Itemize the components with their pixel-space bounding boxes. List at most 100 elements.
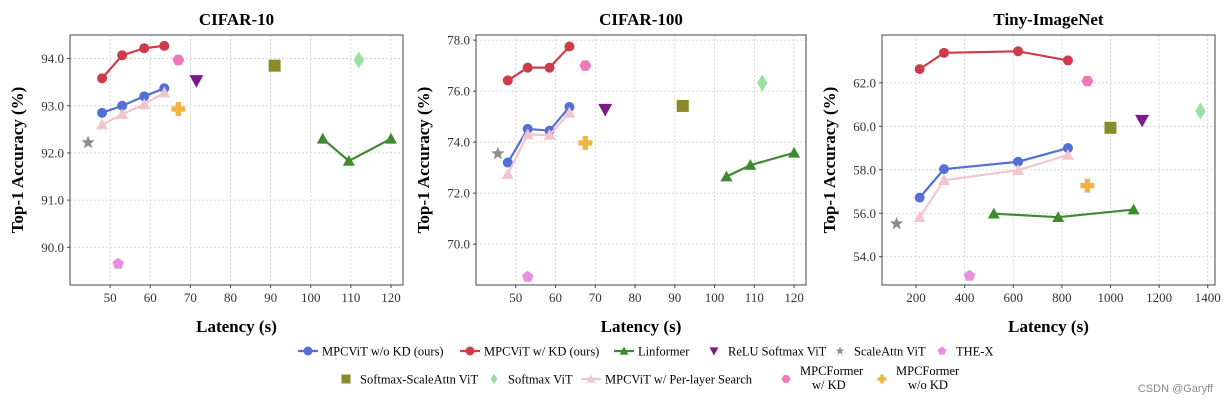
data-point [914, 192, 925, 203]
x-tick-label: 50 [509, 290, 522, 305]
data-point [353, 51, 365, 69]
x-tick-label: 50 [104, 290, 117, 305]
data-point [159, 40, 170, 51]
data-point [788, 146, 801, 158]
data-point [97, 107, 108, 118]
series-thex [112, 257, 124, 269]
watermark-text: CSDN @Garyff [1138, 383, 1214, 395]
series-w-kd [97, 40, 170, 84]
data-point [913, 211, 926, 222]
legend-marker [709, 347, 719, 356]
data-point [112, 257, 124, 269]
plot-frame [881, 34, 1216, 286]
series-line [506, 112, 571, 175]
x-axis-label: Latency (s) [1008, 317, 1089, 336]
data-point [937, 174, 950, 186]
legend-item-scaleattn: ScaleAttn ViT [835, 345, 926, 359]
legend-label: MPCViT w/ KD (ours) [484, 345, 599, 359]
data-point [914, 64, 925, 75]
data-point [138, 98, 151, 110]
data-point [579, 60, 592, 71]
data-point [1062, 55, 1073, 66]
y-tick-label: 74.0 [447, 135, 470, 150]
data-point [1135, 114, 1150, 128]
series-softmax-scaleattn [268, 59, 281, 72]
series-mpcformer-kd [579, 60, 592, 71]
data-point [938, 164, 949, 175]
x-tick-label: 100 [301, 290, 321, 305]
panel-title: CIFAR-10 [199, 10, 274, 29]
series-w-kd [914, 46, 1073, 75]
data-point [1104, 121, 1117, 134]
y-tick-label: 91.0 [41, 193, 64, 208]
x-tick-label: 120 [784, 290, 804, 305]
data-point [987, 207, 1000, 219]
legend-marker [835, 346, 845, 355]
data-point [963, 269, 976, 281]
data-point [938, 47, 949, 58]
data-point [521, 270, 534, 282]
series-relu [1135, 114, 1150, 128]
series-relu [598, 103, 613, 117]
series-line [101, 91, 165, 126]
series-thex [963, 269, 976, 281]
data-point [720, 170, 733, 182]
series-perlayer [501, 106, 576, 179]
panel-title: CIFAR-100 [599, 10, 683, 29]
legend-label: MPCViT w/o KD (ours) [322, 345, 444, 359]
x-tick-label: 60 [549, 290, 562, 305]
data-point [158, 86, 171, 98]
x-tick-label: 70 [184, 290, 197, 305]
data-point [189, 75, 204, 88]
legend-label: MPCViT w/ Per-layer Search [605, 373, 753, 387]
y-tick-label: 72.0 [447, 186, 470, 201]
data-point [578, 135, 593, 150]
series-wo-kd [97, 83, 170, 118]
legend-marker [619, 346, 629, 355]
legend-marker [465, 346, 475, 356]
data-point [564, 41, 575, 52]
data-point [1127, 203, 1140, 215]
data-point [97, 73, 108, 84]
legend-item-wo-kd: MPCViT w/o KD (ours) [298, 345, 444, 359]
x-tick-label: 100 [705, 290, 725, 305]
plot-frame [69, 34, 404, 286]
x-tick-label: 120 [381, 290, 401, 305]
series-line [506, 106, 571, 164]
legend-item-softmax-scaleattn: Softmax-ScaleAttn ViT [341, 373, 478, 387]
series-line [101, 44, 165, 80]
y-tick-label: 76.0 [447, 84, 470, 99]
y-tick-label: 62.0 [853, 75, 876, 90]
y-tick-label: 93.0 [41, 98, 64, 113]
data-point [1012, 164, 1025, 176]
data-point [522, 62, 533, 73]
legend-label: Softmax ViT [508, 373, 573, 387]
data-point [117, 50, 128, 61]
series-line [101, 87, 165, 114]
data-point [316, 132, 329, 144]
series-softmax-scaleattn [676, 99, 689, 112]
plot-frame [475, 34, 807, 286]
data-point [544, 62, 555, 73]
series-softmax [1195, 102, 1206, 120]
legend-label: w/ KD [812, 378, 846, 392]
legend-item-linformer: Linformer [614, 345, 690, 359]
series-linformer [316, 132, 397, 166]
data-point [744, 159, 757, 170]
y-axis-label: Top-1 Accuracy (%) [820, 87, 839, 234]
data-point [1052, 211, 1065, 222]
data-point [1013, 46, 1024, 57]
x-tick-label: 80 [629, 290, 642, 305]
legend-item-softmax: Softmax ViT [490, 373, 573, 387]
legend-marker [490, 373, 498, 385]
y-axis-label: Top-1 Accuracy (%) [414, 87, 433, 234]
chart-panel-3: 200 400 600 800 1000 1200 1400 54.0 56.0 58.0 60.0… [820, 10, 1221, 336]
data-point [384, 132, 397, 144]
series-thex [521, 270, 534, 282]
x-tick-label: 70 [589, 290, 602, 305]
y-tick-label: 78.0 [447, 33, 470, 48]
legend-label: w/o KD [908, 378, 948, 392]
data-point [116, 108, 129, 120]
